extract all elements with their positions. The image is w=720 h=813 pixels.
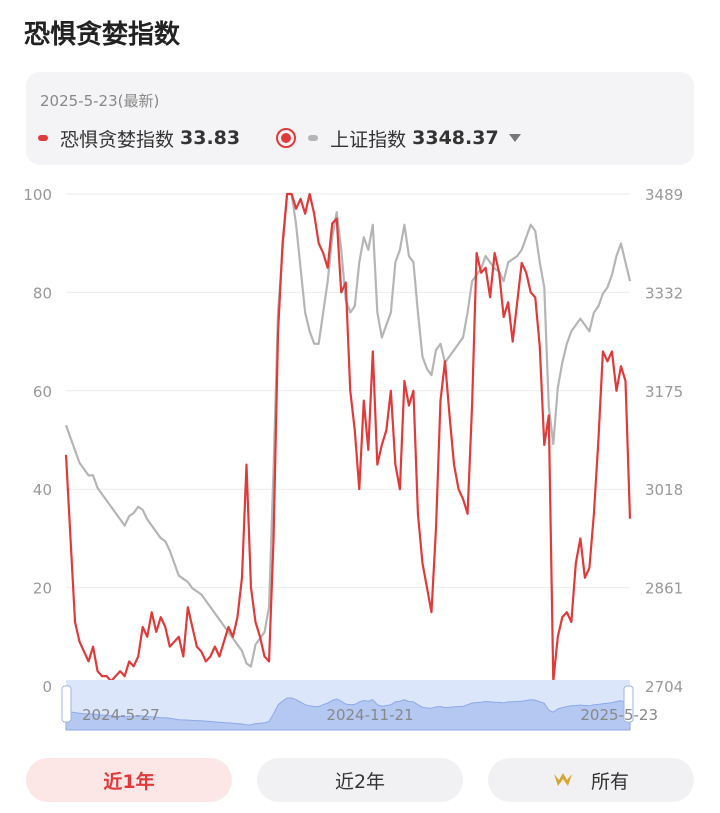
y-left-tick-label: 40 [33, 481, 52, 499]
info-card: 2025-5-23(最新) 恐惧贪婪指数 33.83 上证指数 3348.37 [26, 72, 694, 165]
y-left-tick-label: 60 [33, 383, 52, 401]
info-date: 2025-5-23(最新) [40, 92, 160, 110]
y-right-tick-label: 2704 [645, 678, 683, 696]
sse-label: 上证指数 [330, 128, 407, 151]
y-right-tick-label: 3489 [645, 186, 683, 204]
navigator-left-handle [61, 685, 72, 723]
range-all-label: 所有 [590, 770, 629, 793]
fear-greed-value: 33.83 [180, 127, 241, 149]
range-2y-button[interactable]: 近2年 [257, 758, 463, 802]
fear-greed-chart[interactable]: 100 3489 80 3332 60 3175 40 3018 20 2861 0 2704 2024… [0, 180, 720, 740]
y-left-tick-label: 20 [33, 580, 52, 598]
y-left-tick-label: 100 [23, 186, 52, 204]
sse-index-line [64, 192, 632, 668]
crown-icon [553, 773, 572, 786]
fear-greed-legend-dot [38, 135, 48, 141]
dropdown-caret-icon[interactable] [508, 134, 521, 142]
x-axis-label: 2024-5-27 [82, 706, 160, 724]
y-right-tick-label: 3332 [645, 284, 683, 302]
fear-greed-label: 恐惧贪婪指数 [60, 128, 175, 151]
range-1y-button[interactable]: 近1年 [26, 758, 232, 802]
x-axis-label: 2025-5-23 [580, 706, 658, 724]
sse-legend-dot [308, 135, 319, 141]
range-1y-label: 近1年 [103, 770, 155, 793]
navigator-right-handle [623, 685, 634, 723]
fear-greed-line [64, 192, 632, 683]
page-title: 恐惧贪婪指数 [24, 20, 181, 50]
y-right-tick-label: 3175 [645, 383, 683, 401]
y-right-tick-label: 3018 [645, 481, 683, 499]
y-left-tick-label: 0 [42, 678, 52, 696]
y-right-tick-label: 2861 [645, 580, 683, 598]
x-axis-label: 2024-11-21 [326, 706, 413, 724]
range-all-button[interactable]: 所有 [488, 758, 694, 802]
navigator-area [65, 697, 631, 731]
range-2y-label: 近2年 [334, 770, 386, 793]
sse-value: 3348.37 [412, 127, 499, 149]
legend-row: 恐惧贪婪指数 33.83 上证指数 3348.37 [38, 124, 521, 152]
radio-selected-icon[interactable] [276, 128, 297, 148]
y-left-tick-label: 80 [33, 284, 52, 302]
